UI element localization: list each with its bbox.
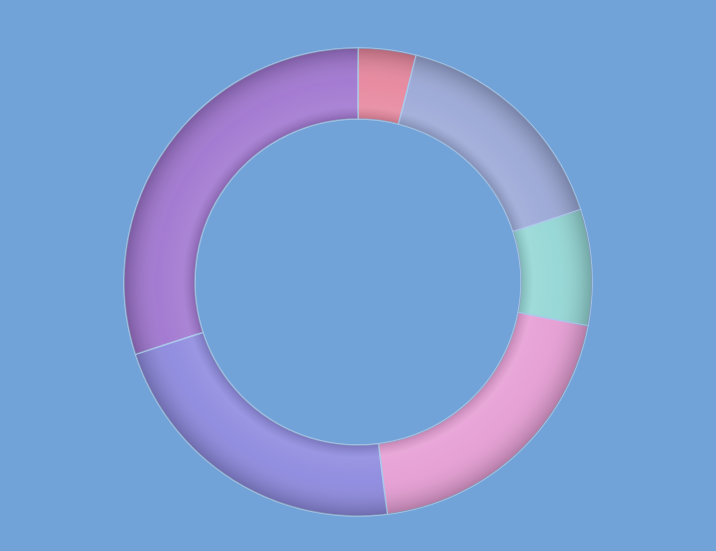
donut-slice-shading-3 — [513, 209, 593, 326]
donut-slice-shading-2 — [398, 55, 581, 232]
donut-slice-shading-5 — [135, 332, 388, 516]
donut-slice-shading-6 — [123, 48, 358, 355]
donut-slice-shading-1 — [358, 48, 417, 125]
donut-slices — [123, 47, 593, 517]
donut-slice-shading-4 — [378, 312, 588, 515]
